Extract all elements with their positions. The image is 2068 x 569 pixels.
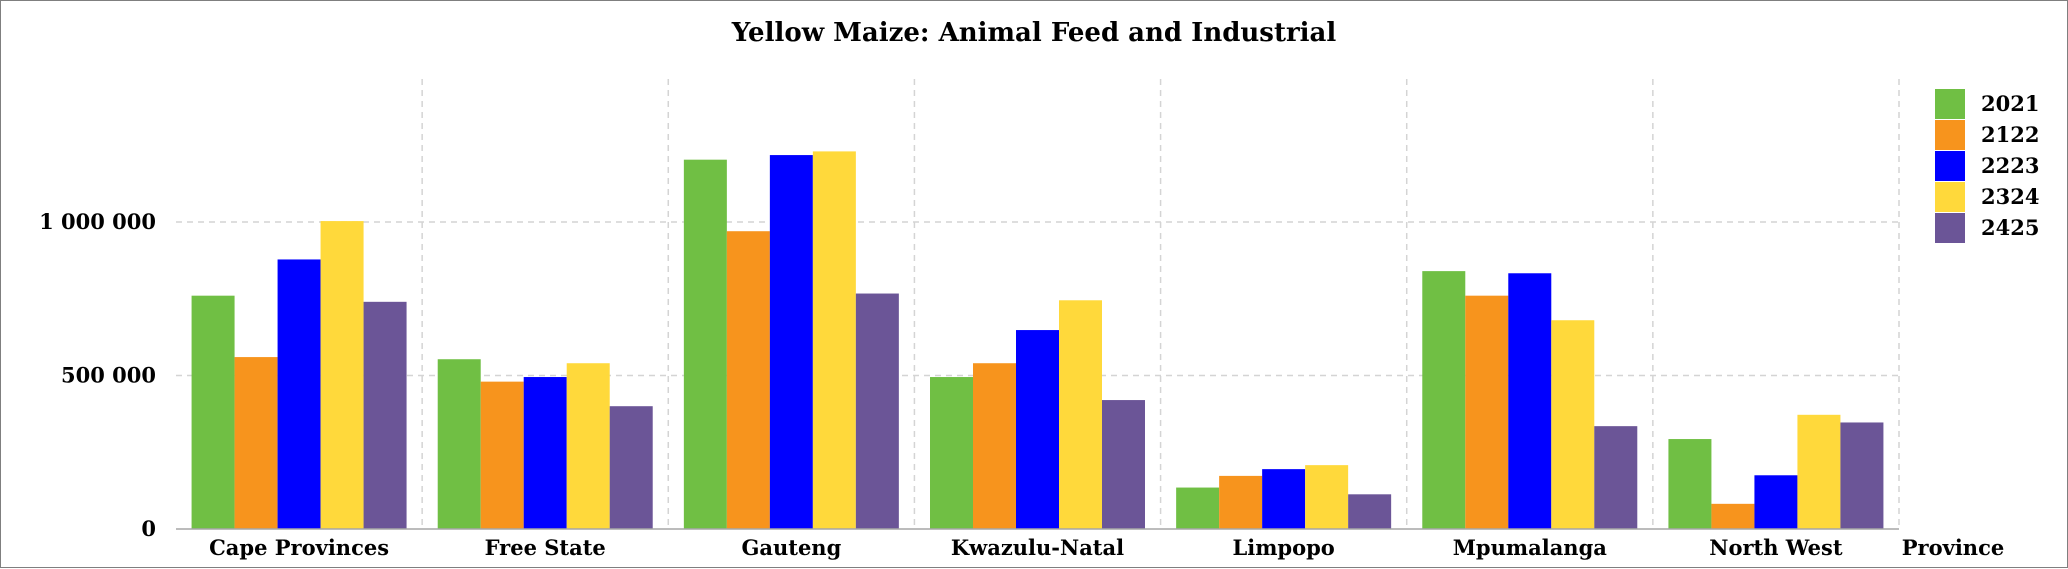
bar-2223-gauteng: [769, 155, 813, 529]
bar-2021-mpumalanga: [1422, 271, 1466, 529]
y-axis-ticks: 0 500 000 1 000 000: [39, 209, 156, 541]
bar-2425-mpumalanga: [1594, 426, 1638, 529]
bar-2021-north-west: [1668, 439, 1712, 529]
bar-2021-free-state: [437, 359, 481, 529]
bar-2425-gauteng: [855, 293, 899, 529]
x-tick-label: Cape Provinces: [209, 535, 389, 560]
bar-2425-north-west: [1840, 422, 1884, 529]
legend-swatch-2021: [1935, 89, 1965, 119]
bar-2223-cape-provinces: [277, 259, 321, 529]
bar-2122-limpopo: [1219, 475, 1263, 529]
legend-label-2223: 2223: [1981, 153, 2039, 178]
x-axis-ticks: Cape Provinces Free State Gauteng Kwazulu-N…: [209, 535, 1843, 560]
x-tick-label: Gauteng: [741, 535, 841, 560]
bar-2223-free-state: [523, 377, 567, 529]
bar-2324-kwazulu-natal: [1059, 300, 1102, 529]
bar-2425-cape-provinces: [363, 301, 407, 529]
bar-2425-free-state: [609, 406, 653, 529]
bar-2324-free-state: [566, 363, 610, 529]
legend-label-2122: 2122: [1981, 122, 2039, 147]
y-tick-label: 1 000 000: [39, 209, 156, 234]
bar-2223-north-west: [1754, 475, 1798, 529]
bar-2324-gauteng: [812, 151, 856, 529]
bar-2324-mpumalanga: [1551, 320, 1595, 529]
bar-2425-kwazulu-natal: [1102, 400, 1145, 529]
bar-2122-gauteng: [726, 231, 770, 529]
legend-swatch-2425: [1935, 213, 1965, 243]
legend: 2021 2122 2223 2324 2425: [1935, 89, 2039, 243]
x-axis-label: Province: [1902, 535, 2004, 560]
bar-2122-kwazulu-natal: [973, 363, 1016, 529]
bar-2021-limpopo: [1176, 487, 1220, 529]
x-tick-label: North West: [1709, 535, 1843, 560]
legend-label-2021: 2021: [1981, 91, 2039, 116]
bar-2021-kwazulu-natal: [930, 377, 973, 529]
bar-2122-cape-provinces: [234, 357, 278, 529]
legend-label-2324: 2324: [1981, 184, 2039, 209]
legend-swatch-2324: [1935, 182, 1965, 212]
legend-swatch-2122: [1935, 120, 1965, 150]
bar-2324-north-west: [1797, 414, 1841, 529]
bars: [191, 151, 1884, 530]
legend-label-2425: 2425: [1981, 215, 2039, 240]
bar-2223-mpumalanga: [1508, 273, 1552, 529]
legend-swatch-2223: [1935, 151, 1965, 181]
bar-2021-cape-provinces: [191, 295, 235, 529]
chart-title: Yellow Maize: Animal Feed and Industrial: [731, 18, 1337, 48]
bar-2223-kwazulu-natal: [1016, 330, 1059, 529]
bar-2425-limpopo: [1348, 494, 1392, 529]
y-tick-label: 0: [141, 516, 156, 541]
bar-2324-limpopo: [1305, 465, 1349, 529]
bar-2122-north-west: [1711, 503, 1755, 529]
bar-2223-limpopo: [1262, 469, 1306, 529]
bar-2021-gauteng: [683, 159, 727, 529]
bar-2122-mpumalanga: [1465, 295, 1509, 529]
y-tick-label: 500 000: [61, 363, 156, 388]
x-tick-label: Kwazulu-Natal: [951, 535, 1124, 560]
bar-2122-free-state: [480, 381, 524, 529]
x-tick-label: Free State: [485, 535, 606, 560]
bar-2324-cape-provinces: [320, 221, 364, 530]
x-tick-label: Mpumalanga: [1453, 535, 1608, 560]
x-tick-label: Limpopo: [1232, 535, 1334, 560]
